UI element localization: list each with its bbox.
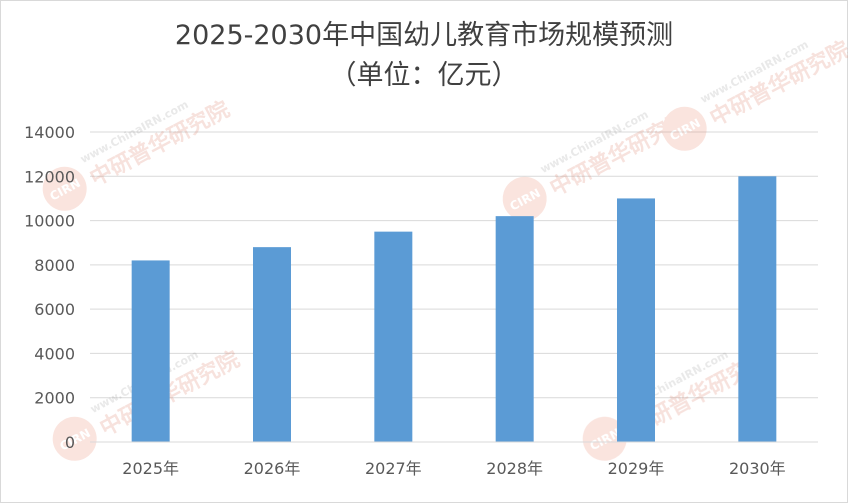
- bar: [738, 176, 777, 443]
- x-tick-label: 2027年: [365, 459, 422, 478]
- y-tick-label: 10000: [24, 212, 75, 231]
- chart-title: 2025-2030年中国幼儿教育市场规模预测: [174, 20, 674, 51]
- y-tick-label: 6000: [34, 300, 75, 319]
- watermark-logo: [52, 416, 97, 461]
- gridlines: [90, 131, 818, 399]
- x-tick-labels: 2025年 2026年 2027年 2028年 2029年 2030年: [122, 459, 785, 478]
- watermark-logo: [662, 106, 707, 151]
- bar: [374, 231, 413, 442]
- bars: [131, 176, 777, 443]
- x-tick-label: 2028年: [486, 459, 543, 478]
- x-tick-label: 2029年: [608, 459, 665, 478]
- y-tick-label: 14000: [24, 123, 75, 142]
- watermark-logo: [582, 416, 627, 461]
- bar: [617, 198, 655, 442]
- y-tick-label: 4000: [34, 344, 75, 363]
- bar: [131, 260, 170, 442]
- y-tick-label: 2000: [34, 389, 75, 408]
- x-tick-label: 2026年: [244, 459, 301, 478]
- bar: [253, 247, 291, 442]
- watermark-logo: [42, 166, 87, 211]
- x-tick-label: 2025年: [122, 459, 179, 478]
- x-tick-label: 2030年: [729, 459, 786, 478]
- y-tick-label: 0: [65, 433, 75, 452]
- chart-subtitle: （单位：亿元）: [329, 60, 519, 91]
- y-tick-label: 8000: [34, 256, 75, 275]
- y-tick-label: 12000: [24, 167, 75, 186]
- y-tick-labels: 0 2000 4000 6000 8000 10000 12000 14000: [24, 123, 75, 452]
- bar: [495, 216, 534, 442]
- watermark-logo: [502, 176, 547, 221]
